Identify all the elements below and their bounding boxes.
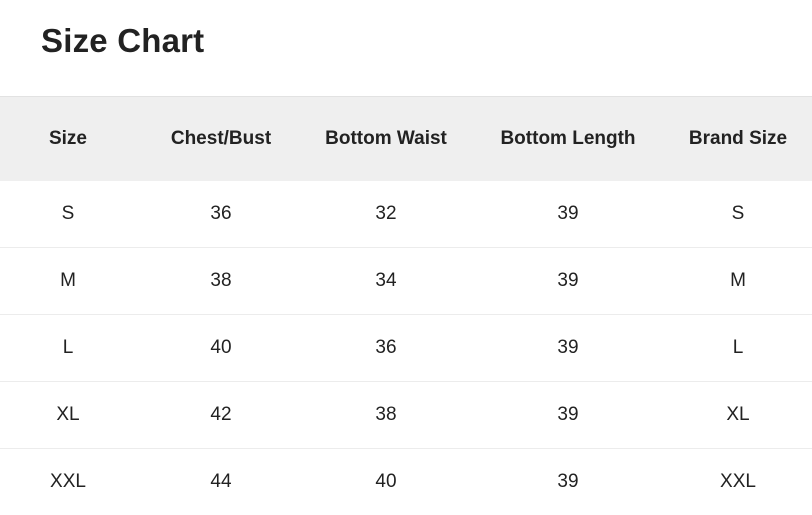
table-row: M 38 34 39 M — [0, 248, 812, 315]
cell-bottom-waist: 38 — [375, 404, 397, 425]
cell-chest-bust: 44 — [210, 471, 232, 492]
cell-bottom-length: 39 — [557, 337, 579, 358]
cell-bottom-length: 39 — [557, 471, 579, 492]
table-row: S 36 32 39 S — [0, 181, 812, 248]
cell-brand-size: XL — [726, 404, 750, 425]
cell-brand-size: M — [730, 270, 746, 291]
page-title: Size Chart — [41, 22, 205, 59]
cell-chest-bust: 42 — [210, 404, 232, 425]
cell-bottom-length: 39 — [557, 404, 579, 425]
cell-chest-bust: 36 — [210, 203, 232, 224]
cell-size: XL — [56, 404, 80, 425]
size-chart-table: Size Chest/Bust Bottom Waist Bottom Leng… — [0, 96, 812, 515]
cell-size: M — [60, 270, 76, 291]
column-header-bottom-length: Bottom Length — [500, 128, 636, 149]
column-header-bottom-waist: Bottom Waist — [325, 128, 447, 149]
table-row: L 40 36 39 L — [0, 315, 812, 382]
column-header-size: Size — [48, 128, 88, 149]
cell-chest-bust: 38 — [210, 270, 232, 291]
cell-bottom-length: 39 — [557, 203, 579, 224]
table-row: XXL 44 40 39 XXL — [0, 449, 812, 515]
cell-size: S — [61, 203, 75, 224]
cell-brand-size: S — [731, 203, 745, 224]
table-header: Size Chest/Bust Bottom Waist Bottom Leng… — [0, 96, 812, 181]
cell-brand-size: XXL — [720, 471, 756, 492]
cell-brand-size: L — [732, 337, 744, 358]
cell-bottom-length: 39 — [557, 270, 579, 291]
cell-bottom-waist: 34 — [375, 270, 397, 291]
column-header-brand-size: Brand Size — [688, 128, 788, 149]
table-row: XL 42 38 39 XL — [0, 382, 812, 449]
cell-bottom-waist: 36 — [375, 337, 397, 358]
cell-chest-bust: 40 — [210, 337, 232, 358]
column-header-chest-bust: Chest/Bust — [170, 128, 272, 149]
cell-bottom-waist: 40 — [375, 471, 397, 492]
cell-size: L — [62, 337, 74, 358]
cell-size: XXL — [50, 471, 86, 492]
cell-bottom-waist: 32 — [375, 203, 397, 224]
